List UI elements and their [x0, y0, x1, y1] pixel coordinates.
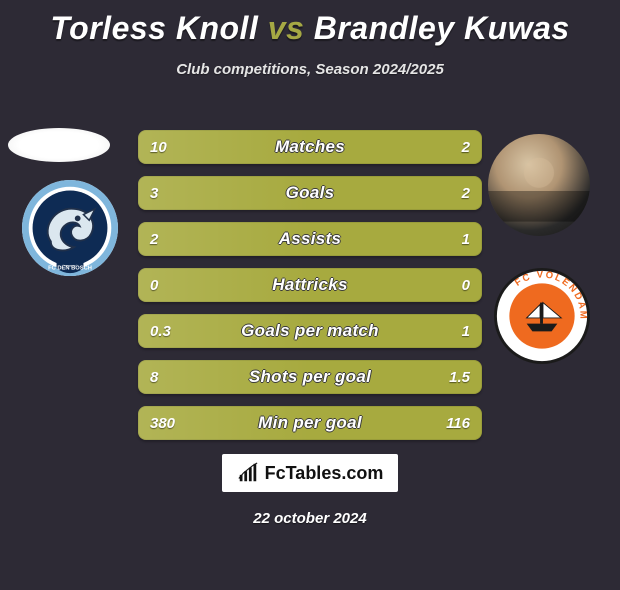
- stat-label: Matches: [138, 137, 482, 157]
- stat-right-value: 1: [462, 323, 470, 340]
- stat-right-value: 1.5: [449, 369, 470, 386]
- stat-row: 0 Hattricks 0: [138, 268, 482, 302]
- player1-portrait: [8, 128, 110, 162]
- stat-row: 2 Assists 1: [138, 222, 482, 256]
- branding-logo: FcTables.com: [237, 462, 384, 484]
- player2-name: Brandley Kuwas: [314, 10, 570, 46]
- player1-name: Torless Knoll: [50, 10, 258, 46]
- chart-icon: [237, 462, 259, 484]
- stat-label: Min per goal: [138, 413, 482, 433]
- branding-badge: FcTables.com: [222, 454, 398, 492]
- stat-row: 0.3 Goals per match 1: [138, 314, 482, 348]
- comparison-subtitle: Club competitions, Season 2024/2025: [0, 61, 620, 78]
- stat-row: 10 Matches 2: [138, 130, 482, 164]
- generated-date: 22 october 2024: [0, 510, 620, 527]
- stat-right-value: 2: [462, 139, 470, 156]
- stat-label: Goals per match: [138, 321, 482, 341]
- stat-rows: 10 Matches 2 3 Goals 2 2 Assists 1 0 Hat…: [138, 130, 482, 452]
- stat-label: Goals: [138, 183, 482, 203]
- svg-text:FC DEN BOSCH: FC DEN BOSCH: [48, 265, 92, 271]
- stat-right-value: 1: [462, 231, 470, 248]
- stat-right-value: 2: [462, 185, 470, 202]
- vs-separator: vs: [268, 10, 305, 46]
- player2-club-crest: FC VOLENDAM: [494, 268, 590, 364]
- stat-label: Shots per goal: [138, 367, 482, 387]
- branding-text: FcTables.com: [265, 463, 384, 484]
- stat-label: Hattricks: [138, 275, 482, 295]
- player1-club-crest: FC DEN BOSCH: [22, 180, 118, 276]
- stat-label: Assists: [138, 229, 482, 249]
- stat-row: 380 Min per goal 116: [138, 406, 482, 440]
- stat-row: 3 Goals 2: [138, 176, 482, 210]
- stat-row: 8 Shots per goal 1.5: [138, 360, 482, 394]
- stat-right-value: 0: [462, 277, 470, 294]
- comparison-title: Torless Knoll vs Brandley Kuwas: [0, 10, 620, 47]
- stat-right-value: 116: [446, 415, 470, 432]
- player2-portrait: [488, 134, 590, 236]
